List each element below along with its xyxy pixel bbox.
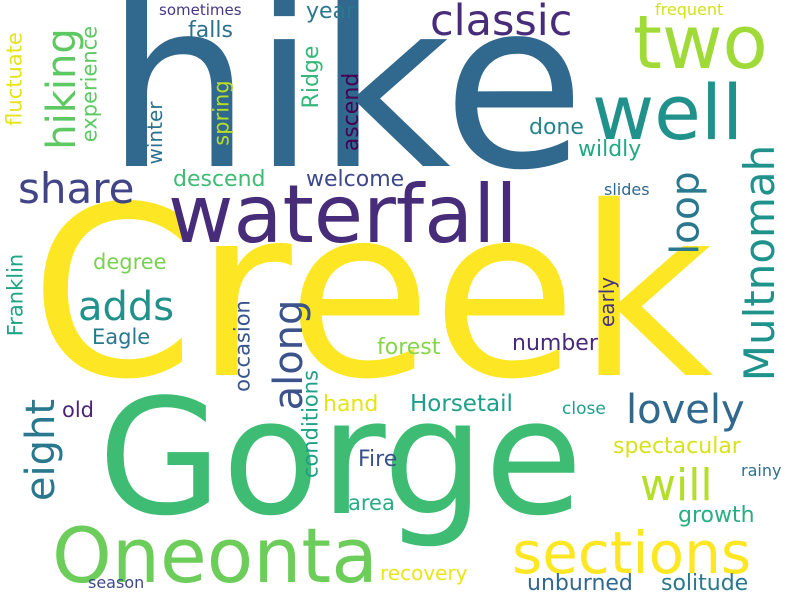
word-sometimes: sometimes bbox=[159, 1, 242, 19]
word-degree: degree bbox=[93, 250, 167, 274]
word-hand: hand bbox=[323, 392, 379, 417]
word-fluctuate: fluctuate bbox=[2, 32, 27, 126]
word-adds: adds bbox=[78, 284, 175, 330]
word-number: number bbox=[512, 331, 598, 356]
word-falls: falls bbox=[188, 18, 233, 43]
word-close: close bbox=[562, 399, 606, 419]
word-occasion: occasion bbox=[230, 300, 255, 392]
word-lovely: lovely bbox=[626, 387, 745, 433]
word-two: two bbox=[633, 0, 768, 86]
word-experience: experience bbox=[77, 25, 102, 143]
word-loop: loop bbox=[663, 171, 709, 255]
word-winter: winter bbox=[143, 101, 167, 165]
word-eagle: Eagle bbox=[92, 325, 151, 349]
word-solitude: solitude bbox=[661, 571, 749, 596]
word-hiking: hiking bbox=[39, 28, 85, 150]
word-franklin: Franklin bbox=[3, 253, 28, 337]
word-year: year bbox=[306, 0, 356, 24]
word-well: well bbox=[592, 68, 744, 157]
word-done: done bbox=[529, 115, 584, 140]
word-wildly: wildly bbox=[578, 137, 642, 162]
word-eight: eight bbox=[18, 398, 64, 502]
word-conditions: conditions bbox=[298, 369, 323, 479]
word-oneonta: Oneonta bbox=[52, 511, 378, 600]
word-rainy: rainy bbox=[741, 461, 782, 480]
word-horsetail: Horsetail bbox=[410, 391, 513, 417]
word-will: will bbox=[640, 460, 713, 511]
word-slides: slides bbox=[604, 180, 650, 199]
word-season: season bbox=[88, 573, 145, 592]
word-descend: descend bbox=[173, 167, 266, 192]
word-early: early bbox=[595, 276, 619, 328]
word-hike: hike bbox=[105, 0, 586, 221]
word-classic: classic bbox=[430, 0, 573, 46]
word-forest: forest bbox=[377, 335, 441, 360]
word-spectacular: spectacular bbox=[613, 434, 741, 459]
word-area: area bbox=[348, 491, 395, 515]
word-fire: Fire bbox=[358, 447, 398, 472]
word-growth: growth bbox=[678, 503, 755, 528]
word-old: old bbox=[62, 398, 95, 422]
word-frequent: frequent bbox=[655, 0, 724, 19]
word-recovery: recovery bbox=[380, 561, 468, 585]
word-sections: sections bbox=[512, 519, 752, 587]
word-ascend: ascend bbox=[339, 72, 364, 152]
word-ridge: Ridge bbox=[299, 45, 324, 109]
word-creek: Creek bbox=[30, 156, 714, 431]
word-multnomah: Multnomah bbox=[735, 144, 784, 382]
word-welcome: welcome bbox=[306, 167, 405, 192]
word-waterfall: waterfall bbox=[168, 168, 518, 261]
word-unburned: unburned bbox=[527, 571, 633, 596]
word-share: share bbox=[18, 164, 135, 213]
word-spring: spring bbox=[209, 80, 234, 146]
word-gorge: Gorge bbox=[98, 364, 583, 551]
